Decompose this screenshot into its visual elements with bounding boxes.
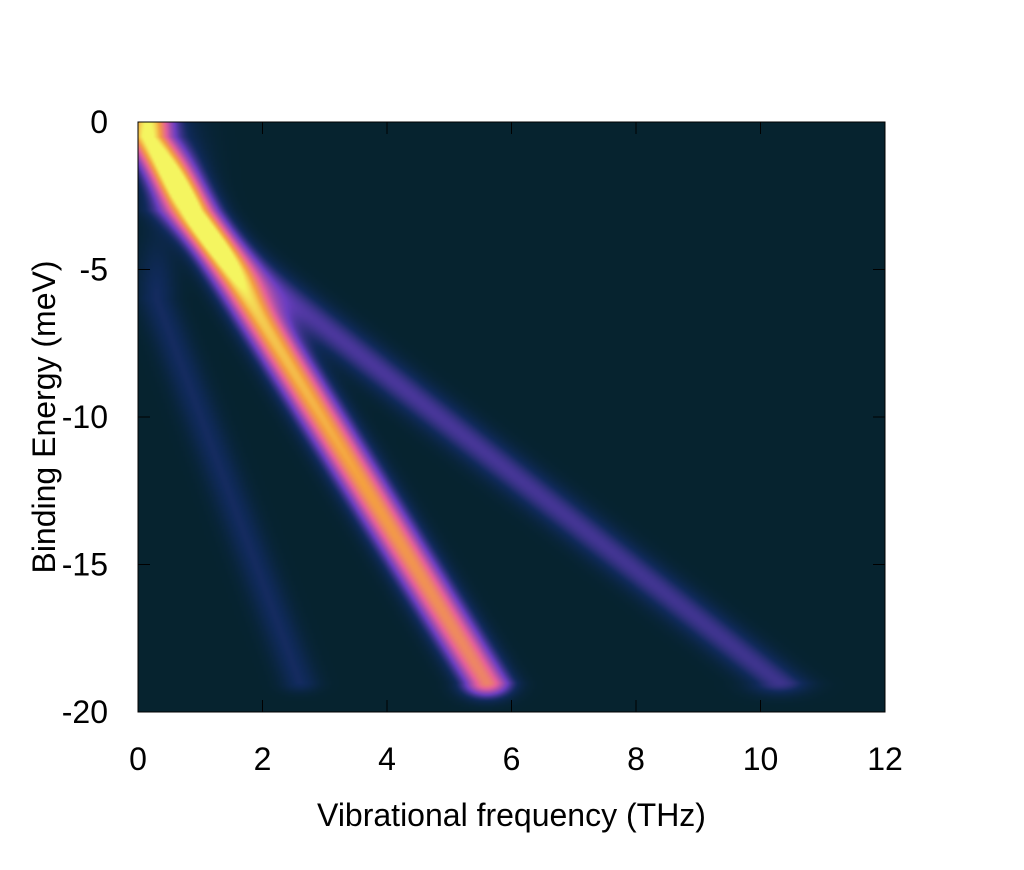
x-tick-label: 2: [254, 741, 272, 777]
y-tick-label: -10: [62, 399, 108, 435]
y-axis-label: Binding Energy (meV): [26, 260, 62, 573]
x-tick-label: 4: [378, 741, 396, 777]
y-tick-label: 0: [90, 104, 108, 140]
axis-tick-labels: 0 2 4 6 8 10 12 0 -5 -10 -15 -20: [62, 104, 903, 777]
x-tick-label: 6: [503, 741, 521, 777]
plot-area: [137, 121, 886, 713]
x-tick-label: 10: [743, 741, 779, 777]
y-tick-label: -20: [62, 694, 108, 730]
y-tick-label: -5: [80, 252, 108, 288]
y-tick-label: -15: [62, 547, 108, 583]
x-tick-label: 8: [627, 741, 645, 777]
x-axis-label: Vibrational frequency (THz): [317, 797, 706, 833]
heatmap-image: [138, 122, 885, 712]
axis-ticks: [137, 121, 886, 713]
x-tick-label: 0: [129, 741, 147, 777]
x-tick-label: 12: [867, 741, 903, 777]
